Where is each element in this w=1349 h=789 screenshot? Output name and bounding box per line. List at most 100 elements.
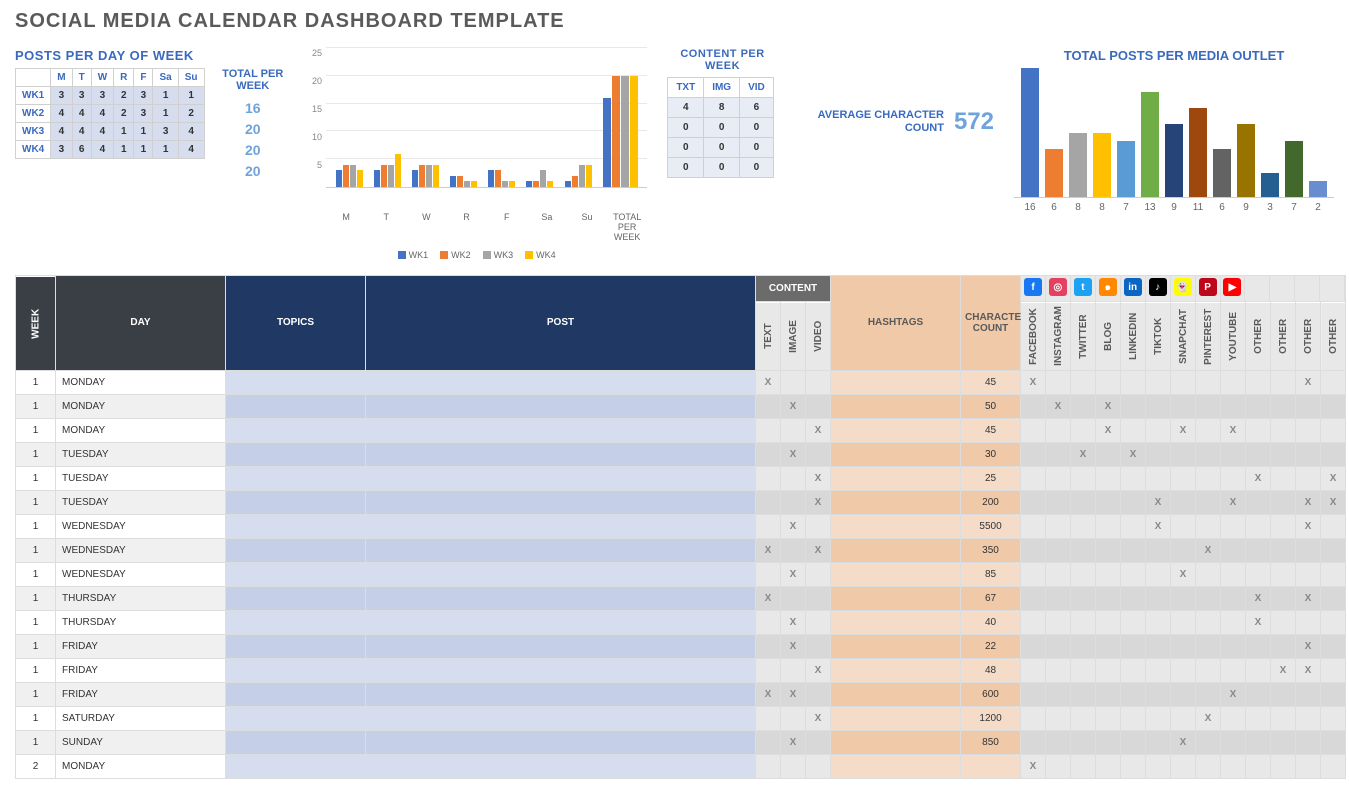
data-cell[interactable]: 600 bbox=[961, 682, 1021, 706]
social-cell[interactable] bbox=[1121, 754, 1146, 778]
data-cell[interactable] bbox=[366, 442, 756, 466]
data-cell[interactable] bbox=[831, 682, 961, 706]
data-cell[interactable]: 1 bbox=[16, 538, 56, 562]
social-cell[interactable] bbox=[1046, 706, 1071, 730]
data-cell[interactable]: 1 bbox=[16, 562, 56, 586]
data-cell[interactable]: TUESDAY bbox=[56, 442, 226, 466]
data-cell[interactable]: X bbox=[756, 682, 781, 706]
social-cell[interactable] bbox=[1321, 634, 1346, 658]
social-cell[interactable] bbox=[1146, 658, 1171, 682]
social-cell[interactable] bbox=[1296, 730, 1321, 754]
social-cell[interactable]: X bbox=[1171, 562, 1196, 586]
data-cell[interactable] bbox=[831, 730, 961, 754]
social-cell[interactable] bbox=[1296, 442, 1321, 466]
social-cell[interactable] bbox=[1271, 514, 1296, 538]
data-cell[interactable] bbox=[806, 730, 831, 754]
social-cell[interactable] bbox=[1196, 514, 1221, 538]
social-cell[interactable] bbox=[1271, 394, 1296, 418]
social-cell[interactable] bbox=[1046, 586, 1071, 610]
data-cell[interactable]: 1200 bbox=[961, 706, 1021, 730]
social-cell[interactable] bbox=[1071, 658, 1096, 682]
data-cell[interactable]: X bbox=[781, 682, 806, 706]
data-cell[interactable] bbox=[756, 634, 781, 658]
data-cell[interactable] bbox=[756, 394, 781, 418]
data-cell[interactable]: X bbox=[781, 394, 806, 418]
social-cell[interactable] bbox=[1321, 394, 1346, 418]
social-cell[interactable] bbox=[1046, 466, 1071, 490]
data-cell[interactable]: 1 bbox=[16, 610, 56, 634]
social-cell[interactable] bbox=[1296, 562, 1321, 586]
social-cell[interactable] bbox=[1071, 610, 1096, 634]
social-cell[interactable]: X bbox=[1196, 538, 1221, 562]
data-cell[interactable] bbox=[226, 754, 366, 778]
data-cell[interactable] bbox=[831, 586, 961, 610]
data-cell[interactable]: SATURDAY bbox=[56, 706, 226, 730]
social-cell[interactable] bbox=[1046, 730, 1071, 754]
social-cell[interactable] bbox=[1296, 466, 1321, 490]
social-cell[interactable] bbox=[1146, 418, 1171, 442]
data-cell[interactable] bbox=[831, 706, 961, 730]
social-cell[interactable]: X bbox=[1246, 466, 1271, 490]
data-cell[interactable]: 350 bbox=[961, 538, 1021, 562]
data-cell[interactable] bbox=[806, 682, 831, 706]
social-cell[interactable] bbox=[1071, 514, 1096, 538]
data-cell[interactable] bbox=[831, 370, 961, 394]
social-cell[interactable] bbox=[1096, 490, 1121, 514]
data-cell[interactable] bbox=[756, 514, 781, 538]
social-cell[interactable] bbox=[1071, 730, 1096, 754]
data-cell[interactable] bbox=[226, 490, 366, 514]
social-cell[interactable] bbox=[1096, 370, 1121, 394]
data-cell[interactable] bbox=[226, 370, 366, 394]
social-cell[interactable] bbox=[1196, 682, 1221, 706]
social-cell[interactable] bbox=[1121, 370, 1146, 394]
social-cell[interactable]: X bbox=[1221, 490, 1246, 514]
data-cell[interactable]: 67 bbox=[961, 586, 1021, 610]
social-cell[interactable] bbox=[1221, 538, 1246, 562]
data-cell[interactable]: X bbox=[756, 538, 781, 562]
data-cell[interactable]: MONDAY bbox=[56, 370, 226, 394]
data-cell[interactable]: X bbox=[806, 418, 831, 442]
data-cell[interactable]: THURSDAY bbox=[56, 586, 226, 610]
social-cell[interactable] bbox=[1096, 538, 1121, 562]
social-cell[interactable] bbox=[1046, 370, 1071, 394]
social-cell[interactable] bbox=[1071, 394, 1096, 418]
data-cell[interactable]: X bbox=[781, 442, 806, 466]
data-cell[interactable]: FRIDAY bbox=[56, 634, 226, 658]
data-cell[interactable] bbox=[831, 394, 961, 418]
data-cell[interactable]: 200 bbox=[961, 490, 1021, 514]
data-cell[interactable] bbox=[806, 634, 831, 658]
social-cell[interactable] bbox=[1196, 442, 1221, 466]
social-cell[interactable] bbox=[1321, 370, 1346, 394]
social-cell[interactable] bbox=[1296, 538, 1321, 562]
social-cell[interactable] bbox=[1296, 610, 1321, 634]
data-cell[interactable] bbox=[831, 754, 961, 778]
social-cell[interactable] bbox=[1221, 370, 1246, 394]
social-cell[interactable] bbox=[1296, 706, 1321, 730]
social-cell[interactable] bbox=[1271, 682, 1296, 706]
data-cell[interactable] bbox=[366, 730, 756, 754]
data-cell[interactable]: 45 bbox=[961, 370, 1021, 394]
social-cell[interactable] bbox=[1196, 730, 1221, 754]
social-cell[interactable] bbox=[1121, 490, 1146, 514]
social-cell[interactable] bbox=[1046, 490, 1071, 514]
social-cell[interactable] bbox=[1021, 490, 1046, 514]
social-cell[interactable] bbox=[1096, 634, 1121, 658]
data-cell[interactable]: 1 bbox=[16, 586, 56, 610]
social-cell[interactable] bbox=[1321, 682, 1346, 706]
social-cell[interactable] bbox=[1221, 514, 1246, 538]
social-cell[interactable] bbox=[1321, 418, 1346, 442]
social-cell[interactable] bbox=[1021, 394, 1046, 418]
data-cell[interactable]: 850 bbox=[961, 730, 1021, 754]
social-cell[interactable] bbox=[1146, 682, 1171, 706]
data-cell[interactable]: X bbox=[781, 514, 806, 538]
data-cell[interactable]: X bbox=[756, 586, 781, 610]
data-cell[interactable] bbox=[806, 394, 831, 418]
social-cell[interactable]: X bbox=[1096, 394, 1121, 418]
data-cell[interactable]: X bbox=[781, 634, 806, 658]
social-cell[interactable] bbox=[1196, 466, 1221, 490]
social-cell[interactable] bbox=[1296, 394, 1321, 418]
data-cell[interactable]: SUNDAY bbox=[56, 730, 226, 754]
social-cell[interactable] bbox=[1021, 562, 1046, 586]
data-cell[interactable] bbox=[756, 562, 781, 586]
social-cell[interactable] bbox=[1296, 682, 1321, 706]
